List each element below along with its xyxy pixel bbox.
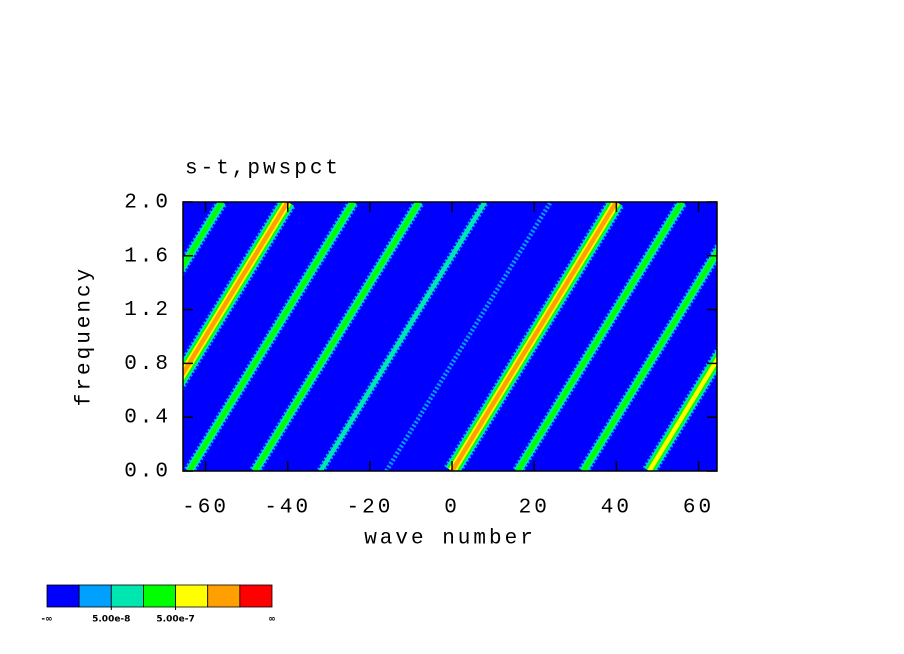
chart-title: s-t,pwspct xyxy=(185,158,341,181)
y-tick-label: 1.6 xyxy=(124,245,171,268)
y-tick-label: 0.8 xyxy=(124,353,171,376)
x-tick-label: 0 xyxy=(444,497,460,520)
colorbar-label: -∞ xyxy=(41,615,52,625)
ridge xyxy=(647,355,717,471)
x-tick-label: 20 xyxy=(519,497,550,520)
ridge xyxy=(384,202,553,471)
x-tick-label: 60 xyxy=(683,497,714,520)
ridge xyxy=(252,202,422,471)
ridge xyxy=(183,202,224,271)
plot-frame xyxy=(182,201,718,472)
colorbar-label: ∞ xyxy=(268,615,276,625)
colorbar: -∞ ∞ 5.00e-8 5.00e-7 xyxy=(41,584,276,625)
y-tick-label: 0.4 xyxy=(124,407,171,430)
colorbar-swatch xyxy=(207,584,241,608)
x-tick-label: -40 xyxy=(264,497,311,520)
x-axis-label: wave number xyxy=(364,528,536,551)
x-tick-label: -60 xyxy=(182,497,229,520)
y-axis-label: frequency xyxy=(74,266,97,406)
plot-area xyxy=(183,202,717,471)
colorbar-swatch xyxy=(46,584,80,608)
colorbar-swatch xyxy=(143,584,176,608)
colorbar-swatch xyxy=(239,584,273,608)
ridge xyxy=(187,202,356,471)
colorbar-label: 5.00e-7 xyxy=(156,615,194,625)
x-tick-label: 40 xyxy=(601,497,632,520)
colorbar-swatch xyxy=(175,584,209,608)
ridge xyxy=(183,202,290,378)
colorbar-swatch xyxy=(110,584,144,608)
ridge xyxy=(318,202,487,471)
x-tick-label: -20 xyxy=(346,497,393,520)
y-tick-label: 0.0 xyxy=(124,461,171,484)
ridge xyxy=(450,202,619,471)
ridge xyxy=(581,248,717,471)
colorbar-label: 5.00e-8 xyxy=(92,615,130,625)
ridge xyxy=(515,202,685,471)
axes: -60 -40 -20 0 20 40 60 0.0 0.4 0.8 1.2 1.6 2.0 xyxy=(124,192,718,520)
colorbar-swatch xyxy=(78,584,112,608)
y-tick-label: 2.0 xyxy=(124,192,171,215)
y-tick-label: 1.2 xyxy=(124,299,171,322)
